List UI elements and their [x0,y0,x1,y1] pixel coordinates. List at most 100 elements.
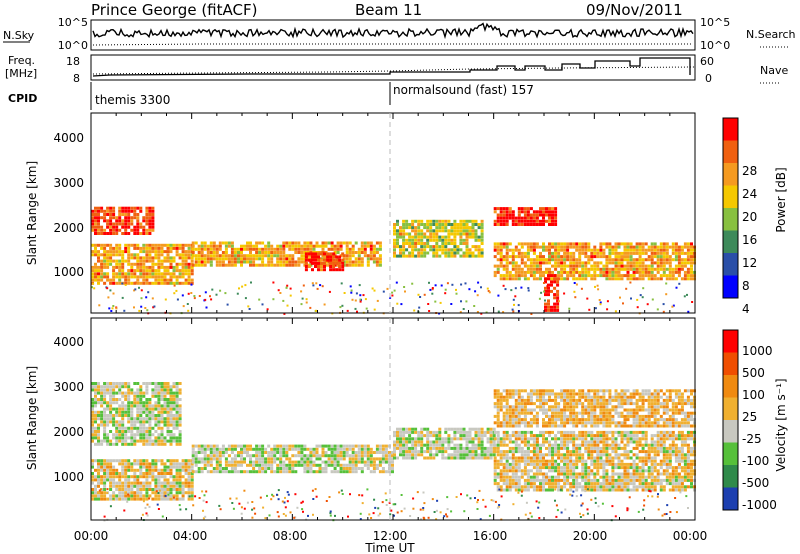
range-cell [489,430,493,434]
range-cell [139,256,143,260]
range-cell [629,472,633,476]
range-cell [441,456,445,460]
range-cell [514,274,518,278]
range-cell [197,451,201,454]
range-cell [124,491,128,495]
range-cell [496,213,500,217]
range-cell [505,216,509,220]
range-cell [178,462,182,466]
range-cell [650,440,654,444]
range-cell [118,481,122,485]
range-cell [175,475,179,479]
range-cell [203,460,207,464]
range-cell [668,264,672,268]
scatter-cell [594,285,596,288]
range-cell [535,466,539,470]
range-cell [420,443,424,447]
scatter-cell [540,291,543,294]
range-cell [593,443,597,447]
range-cell [261,470,265,474]
range-cell [499,264,503,268]
range-cell [468,453,472,457]
range-cell [166,401,170,405]
range-cell [508,475,512,479]
range-cell [526,482,530,486]
range-cell [267,247,271,251]
range-cell [480,254,484,258]
range-cell [641,450,645,454]
range-cell [230,467,234,470]
range-cell [499,242,503,246]
range-cell [569,255,573,259]
range-cell [656,258,660,262]
range-cell [435,453,439,457]
range-cell [623,456,627,460]
range-cell [139,497,143,501]
scatter-cell [205,306,208,309]
range-cell [200,467,204,470]
range-cell [575,462,579,466]
range-cell [246,260,249,264]
range-cell [306,463,310,467]
range-cell [294,251,298,254]
range-cell [653,488,657,492]
range-cell [432,245,436,249]
range-cell [638,456,642,460]
range-cell [148,472,152,475]
range-cell [309,260,313,264]
range-cell [323,252,326,256]
range-cell [306,447,310,451]
range-cell [411,254,415,258]
range-cell [599,456,603,460]
range-cell [635,440,639,444]
scatter-cell [250,281,252,284]
range-cell [405,242,409,245]
range-cell [447,223,451,226]
range-cell [593,264,597,268]
range-cell [118,265,122,269]
range-cell [227,444,231,448]
range-cell [459,446,463,450]
range-cell [321,447,325,451]
range-cell [499,456,503,460]
range-cell [529,485,533,489]
scatter-cell [351,298,354,301]
scatter-cell [365,307,368,310]
range-cell [154,436,158,440]
scatter-cell [182,305,185,308]
range-cell [106,206,110,210]
range-cell [151,426,155,430]
range-cell [420,434,424,438]
range-cell [587,485,591,489]
range-cell [547,289,550,293]
range-cell [605,437,609,441]
range-cell [191,247,195,251]
range-cell [163,465,167,469]
range-cell [133,206,137,210]
range-cell [224,247,228,251]
range-cell [668,245,672,249]
range-cell [532,216,536,220]
range-cell [160,259,164,263]
range-cell [148,420,152,424]
range-cell [375,451,379,454]
range-cell [393,456,396,460]
range-cell [668,258,672,262]
range-cell [474,254,478,258]
range-cell [191,251,195,254]
range-cell [629,277,633,281]
range-cell [130,423,134,427]
scatter-cell [671,305,674,308]
range-cell [523,434,527,438]
range-cell [496,270,500,274]
range-cell [599,459,603,463]
range-cell [354,460,358,464]
scatter-cell [429,288,432,291]
range-cell [172,414,176,417]
range-cell [575,478,579,482]
range-cell [529,223,533,226]
range-cell [267,460,271,464]
range-cell [209,247,213,251]
range-cell [517,475,521,479]
range-cell [163,250,167,254]
